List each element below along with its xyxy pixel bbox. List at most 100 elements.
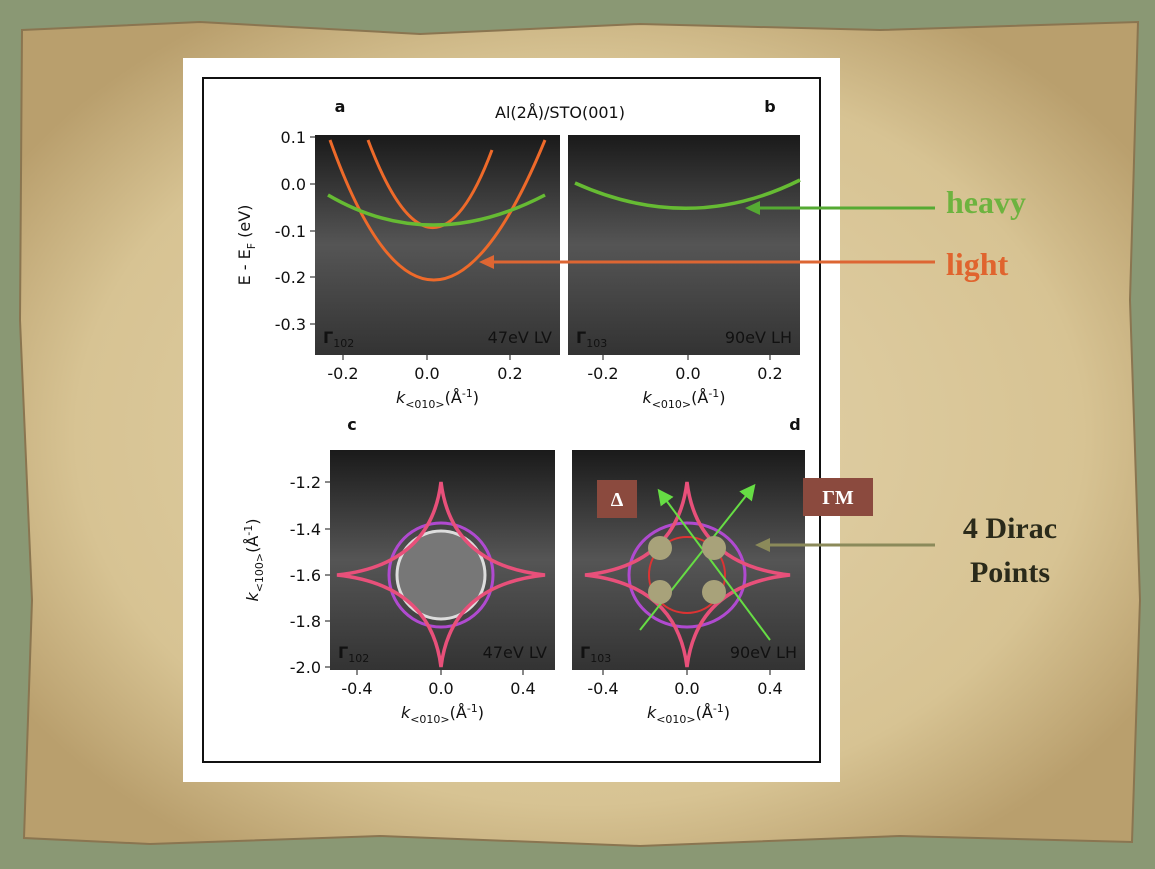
axis-label: k<010>(Å-1)	[401, 702, 484, 726]
heavy-band	[574, 178, 801, 210]
delta-box	[597, 480, 637, 518]
contour	[336, 481, 546, 668]
label-part: Γ	[576, 328, 586, 347]
panel-corner: Γ103	[580, 643, 611, 665]
label-part: <100>	[253, 553, 266, 592]
x-tick-label: 0.0	[675, 364, 700, 383]
x-tick-label: 0.4	[757, 679, 782, 698]
label-part: (Å	[445, 388, 462, 407]
label-part: -1	[462, 387, 473, 400]
x-tick-label: -0.2	[327, 364, 358, 383]
delta-label: Δ	[611, 489, 624, 511]
label-part: )	[719, 388, 725, 407]
label-part: 102	[333, 337, 354, 350]
y-tick-label: -1.6	[290, 566, 321, 585]
y-tick-label: 0.1	[281, 128, 306, 147]
label-part: F	[245, 243, 258, 249]
label-part: -1	[713, 702, 724, 715]
dirac-label: 4 Dirac	[963, 512, 1057, 545]
label-part: Γ	[580, 643, 590, 662]
y-tick-label: -0.2	[275, 268, 306, 287]
label-part: (Å	[696, 703, 713, 722]
panel-corner: 90eV LH	[725, 328, 792, 347]
dirac-label: Points	[970, 556, 1050, 589]
arrow	[657, 488, 771, 641]
panel-letter: b	[764, 97, 775, 116]
panel-corner: 47eV LV	[483, 643, 547, 662]
panel-letter: c	[347, 415, 356, 434]
label-part: <010>	[656, 713, 695, 726]
panel-corner: Γ102	[338, 643, 369, 665]
y-tick-label: -2.0	[290, 658, 321, 677]
x-tick-label: -0.4	[341, 679, 372, 698]
panel-corner: Γ103	[576, 328, 607, 350]
contour	[627, 521, 747, 629]
label-part: Γ	[338, 643, 348, 662]
axis-label: k<010>(Å-1)	[647, 702, 730, 726]
label-part: )	[478, 703, 484, 722]
label-part: (Å	[243, 536, 262, 553]
arrow	[639, 483, 756, 631]
x-tick-label: 0.0	[414, 364, 439, 383]
label-part: )	[243, 518, 262, 524]
arrow-head	[745, 201, 760, 215]
label-part: k	[401, 703, 411, 722]
x-tick-label: 0.4	[510, 679, 535, 698]
label-part: )	[724, 703, 730, 722]
y-tick-label: -1.8	[290, 612, 321, 631]
panel-letter: a	[335, 97, 346, 116]
axis-label: E - EF (eV)	[235, 205, 258, 286]
label-part: (Å	[691, 388, 708, 407]
axis-label: k<010>(Å-1)	[396, 387, 479, 411]
panel-corner: 47eV LV	[488, 328, 552, 347]
label-part: k	[396, 388, 406, 407]
contour	[584, 481, 791, 668]
gamma-m-label: ΓM	[822, 487, 854, 509]
arrow-head	[755, 538, 770, 552]
gamma-m-box	[803, 478, 873, 516]
panel-corner: 90eV LH	[730, 643, 797, 662]
label-part: -1	[708, 387, 719, 400]
y-tick-label: -1.2	[290, 473, 321, 492]
x-tick-label: 0.2	[757, 364, 782, 383]
contour	[648, 536, 726, 614]
panel-image	[568, 135, 800, 355]
heavy-label: heavy	[946, 184, 1026, 220]
panel-letter: d	[789, 415, 800, 434]
axis-label: k<010>(Å-1)	[642, 387, 725, 411]
contour	[395, 529, 487, 621]
panel-corner: Γ102	[323, 328, 354, 350]
label-part: (Å	[450, 703, 467, 722]
label-part: <010>	[652, 398, 691, 411]
x-tick-label: -0.4	[587, 679, 618, 698]
heavy-band	[327, 193, 546, 227]
label-part: k	[647, 703, 657, 722]
y-tick-label: -0.3	[275, 315, 306, 334]
label-part: k	[642, 388, 652, 407]
figure-title: Al(2Å)/STO(001)	[495, 103, 625, 122]
label-part: <010>	[405, 398, 444, 411]
light-band	[328, 139, 547, 282]
arrow-head	[479, 255, 494, 269]
label-part: (eV)	[235, 205, 254, 243]
label-part: <010>	[410, 713, 449, 726]
y-tick-label: -1.4	[290, 520, 321, 539]
contour	[387, 521, 495, 629]
label-part: 102	[348, 652, 369, 665]
label-part: k	[243, 592, 262, 602]
x-tick-label: 0.2	[497, 364, 522, 383]
label-part: 103	[586, 337, 607, 350]
x-tick-label: 0.0	[428, 679, 453, 698]
label-part: -1	[467, 702, 478, 715]
label-part: -1	[242, 525, 255, 536]
light-label: light	[946, 246, 1009, 282]
label-part: Γ	[323, 328, 333, 347]
y-tick-label: -0.1	[275, 222, 306, 241]
light-band	[366, 139, 494, 230]
label-part: E - E	[235, 249, 254, 285]
x-tick-label: -0.2	[587, 364, 618, 383]
y-tick-label: 0.0	[281, 175, 306, 194]
axis-label: k<100>(Å-1)	[242, 518, 266, 601]
